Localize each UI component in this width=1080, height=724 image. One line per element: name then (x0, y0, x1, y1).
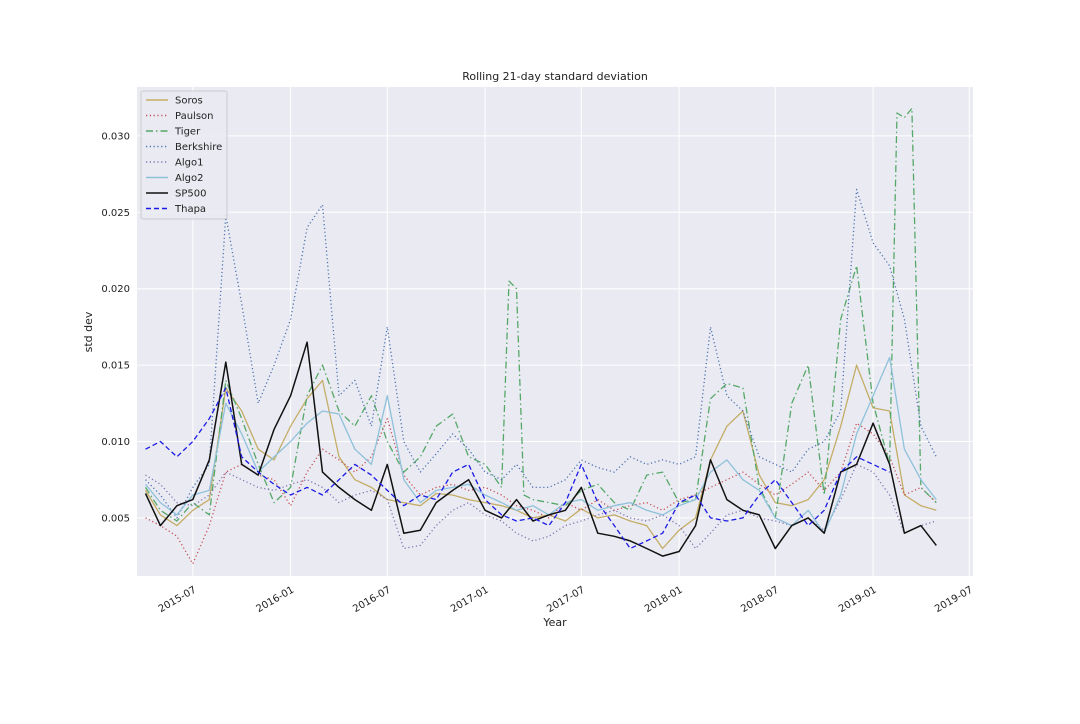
legend-label: SP500 (175, 189, 206, 200)
legend-label: Algo1 (175, 158, 203, 169)
series-lines (144, 107, 937, 565)
legend-label: Paulson (175, 111, 214, 122)
chart-title: Rolling 21-day standard deviation (462, 70, 648, 83)
series-line-sp500 (144, 341, 937, 557)
legend: Soros Paulson Tiger Berkshire Algo1 Algo2 SP50… (140, 90, 228, 220)
plot-area (137, 87, 973, 576)
y-tick-label: 0.025 (101, 208, 130, 219)
series-line-paulson (145, 417, 937, 565)
legend-frame (140, 90, 228, 220)
y-tick-label: 0.010 (101, 437, 130, 448)
y-tick-label: 0.015 (101, 361, 130, 372)
y-tick-label: 0.020 (101, 284, 130, 295)
series-line-tiger (144, 107, 937, 522)
legend-label: Berkshire (175, 142, 222, 153)
legend-label: Soros (175, 96, 203, 107)
legend-label: Tiger (174, 127, 201, 138)
series-line-thapa (145, 387, 890, 550)
y-tick-label: 0.030 (101, 131, 130, 142)
y-axis-label: std dev (82, 311, 95, 352)
x-axis-label: Year (542, 616, 567, 629)
y-axis-ticks: 0.005 0.010 0.015 0.020 0.025 0.030 (101, 131, 130, 524)
y-tick-label: 0.005 (101, 513, 130, 524)
series-line-algo2 (144, 356, 937, 534)
legend-label: Algo2 (175, 173, 203, 184)
legend-label: Thapa (174, 204, 206, 215)
